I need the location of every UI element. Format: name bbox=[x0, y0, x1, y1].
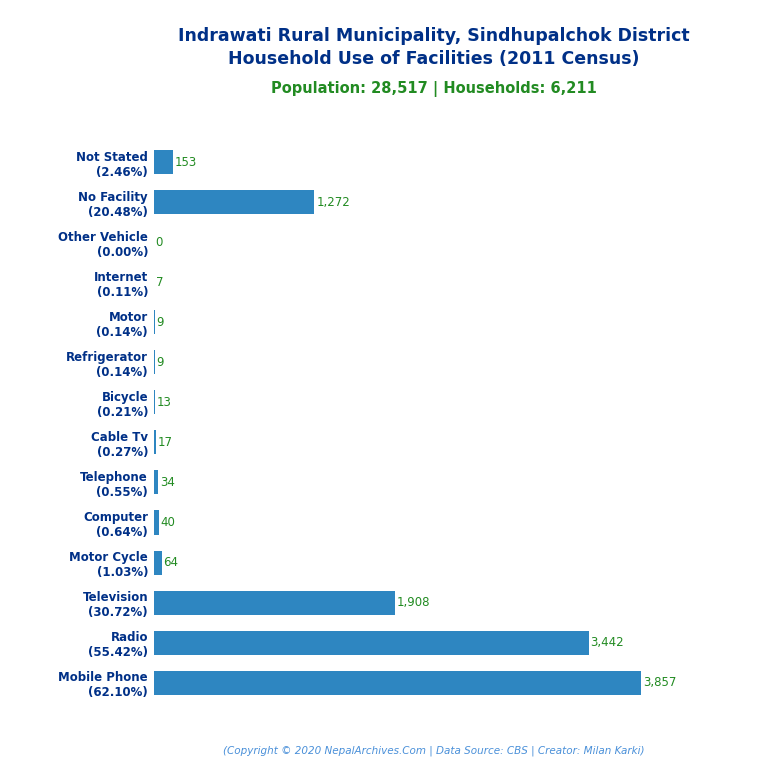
Text: 9: 9 bbox=[157, 316, 164, 329]
Bar bbox=[154, 511, 159, 535]
Text: 3,442: 3,442 bbox=[591, 636, 624, 649]
Text: 17: 17 bbox=[157, 436, 173, 449]
Bar bbox=[154, 631, 588, 654]
Bar bbox=[154, 591, 395, 614]
Bar bbox=[154, 670, 641, 695]
Text: 64: 64 bbox=[164, 556, 179, 569]
Text: 9: 9 bbox=[157, 356, 164, 369]
Text: (Copyright © 2020 NepalArchives.Com | Data Source: CBS | Creator: Milan Karki): (Copyright © 2020 NepalArchives.Com | Da… bbox=[223, 746, 644, 756]
Text: 3,857: 3,857 bbox=[643, 676, 677, 689]
Text: 13: 13 bbox=[157, 396, 172, 409]
Text: 1,272: 1,272 bbox=[316, 196, 350, 209]
Text: Population: 28,517 | Households: 6,211: Population: 28,517 | Households: 6,211 bbox=[271, 81, 597, 97]
Bar bbox=[154, 471, 158, 495]
Bar bbox=[154, 190, 314, 214]
Text: 0: 0 bbox=[155, 236, 163, 249]
Text: Indrawati Rural Municipality, Sindhupalchok District: Indrawati Rural Municipality, Sindhupalc… bbox=[178, 27, 690, 45]
Text: Household Use of Facilities (2011 Census): Household Use of Facilities (2011 Census… bbox=[228, 50, 640, 68]
Text: 7: 7 bbox=[157, 276, 164, 289]
Bar bbox=[154, 551, 162, 574]
Text: 153: 153 bbox=[175, 156, 197, 169]
Bar bbox=[154, 430, 156, 455]
Bar bbox=[154, 150, 173, 174]
Text: 34: 34 bbox=[160, 476, 174, 489]
Text: 1,908: 1,908 bbox=[396, 596, 430, 609]
Text: 40: 40 bbox=[161, 516, 175, 529]
Bar bbox=[154, 390, 155, 415]
